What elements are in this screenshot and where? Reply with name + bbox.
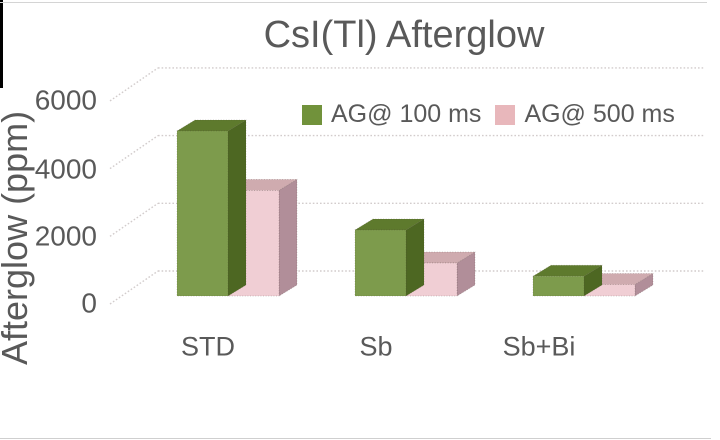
bar-std-series-0-side[interactable] [227,119,247,297]
gridline-diagonal-4000 [109,135,159,170]
y-tick-0: 0 [81,287,97,319]
chart-title: CsI(Tl) Afterglow [263,14,545,56]
category-label-std: STD [181,331,235,362]
legend-item-ag-500ms[interactable]: AG@ 500 ms [495,100,675,129]
legend-label-ag-500ms: AG@ 500 ms [524,100,675,128]
gridline-diagonal-2000 [109,202,159,237]
bar-sb-series-0-front[interactable] [354,229,407,297]
bar-sb-bi-series-1-front[interactable] [583,284,636,297]
bar-sb-series-0-side[interactable] [405,218,425,297]
bar-std-series-1-side[interactable] [278,178,298,297]
y-axis-title: Afterglow (ppm) [0,110,35,366]
category-label-sb: Sb [359,331,393,362]
y-tick-2000: 2000 [34,220,97,252]
legend-label-ag-100ms: AG@ 100 ms [331,100,482,128]
gridline-diagonal-0 [109,270,159,305]
chart-top-border [0,2,707,3]
gridline-diagonal-6000 [109,67,159,102]
legend-item-ag-100ms[interactable]: AG@ 100 ms [302,100,481,129]
legend: AG@ 100 ms AG@ 500 ms [302,100,675,129]
bar-std-series-0-front[interactable] [176,130,229,297]
bar-sb-bi-series-0-front[interactable] [532,275,585,297]
legend-swatch-green-icon [302,104,322,125]
category-label-sb-bi: Sb+Bi [502,331,576,362]
y-tick-4000: 4000 [34,153,97,185]
legend-swatch-pink-icon [495,104,516,125]
chart-bottom-border [0,438,711,439]
screen-edge-artifact [0,0,3,88]
y-tick-6000: 6000 [34,84,97,116]
